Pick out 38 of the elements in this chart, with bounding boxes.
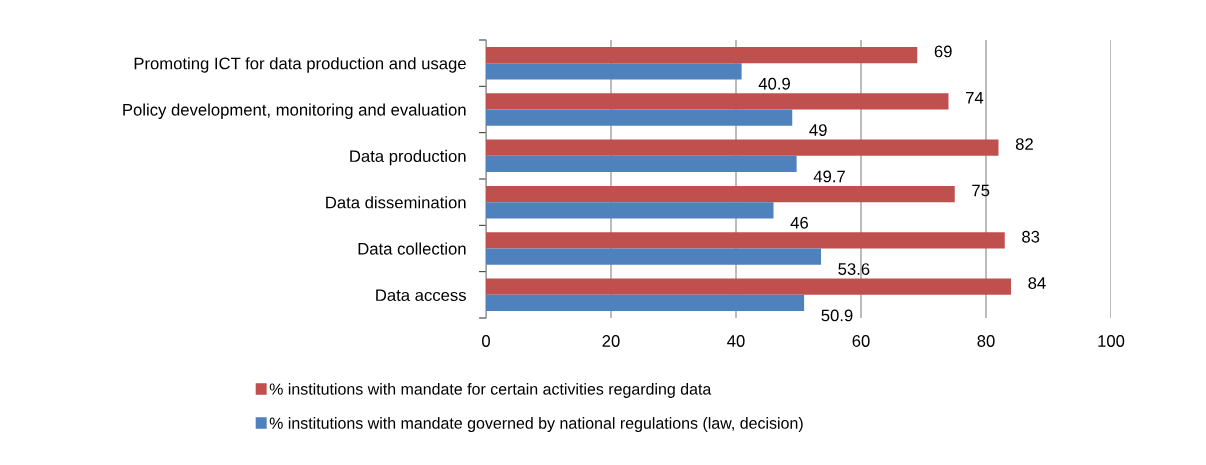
bar <box>486 93 949 110</box>
bar <box>486 109 793 126</box>
data-label: 82 <box>1015 138 1033 150</box>
data-label: 75 <box>972 184 990 197</box>
y-tick-label: Promoting ICT for data production and usage <box>134 57 466 73</box>
data-label: 84 <box>1028 277 1046 289</box>
data-label: 69 <box>934 45 952 58</box>
x-tick-label: 60 <box>852 335 870 347</box>
y-tick-label: Data dissemination <box>326 196 466 209</box>
y-tick-label: Policy development, monitoring and evaluation <box>123 103 466 119</box>
bar <box>486 63 742 80</box>
bar <box>486 139 999 156</box>
data-label: 53.6 <box>838 263 870 275</box>
bar <box>486 202 774 219</box>
bar <box>486 278 1011 295</box>
y-tick-label: Data collection <box>358 242 466 255</box>
x-tick-label: 0 <box>482 335 490 347</box>
x-tick-label: 20 <box>602 335 620 347</box>
y-tick-label: Data access <box>376 289 466 302</box>
data-label: 74 <box>966 92 984 104</box>
data-label: 46 <box>790 216 808 229</box>
bar <box>486 232 1005 249</box>
bar <box>486 46 918 64</box>
bar <box>486 155 797 173</box>
data-label: 83 <box>1022 230 1040 243</box>
data-label: 49.7 <box>813 170 845 183</box>
bar <box>486 294 805 312</box>
y-tick-label: Data production <box>350 149 466 166</box>
data-label: 49 <box>809 124 827 136</box>
legend-label: % institutions with mandate for certain activities regarding data <box>269 383 712 398</box>
data-label: 50.9 <box>821 309 853 322</box>
bar <box>486 248 821 265</box>
x-tick-label: 100 <box>1098 335 1125 347</box>
data-label: 40.9 <box>758 77 790 90</box>
bar <box>486 185 955 203</box>
legend-label: % institutions with mandate governed by national regulations (law, decision) <box>269 417 803 432</box>
x-tick-label: 80 <box>977 335 995 347</box>
x-tick-label: 40 <box>727 335 745 347</box>
